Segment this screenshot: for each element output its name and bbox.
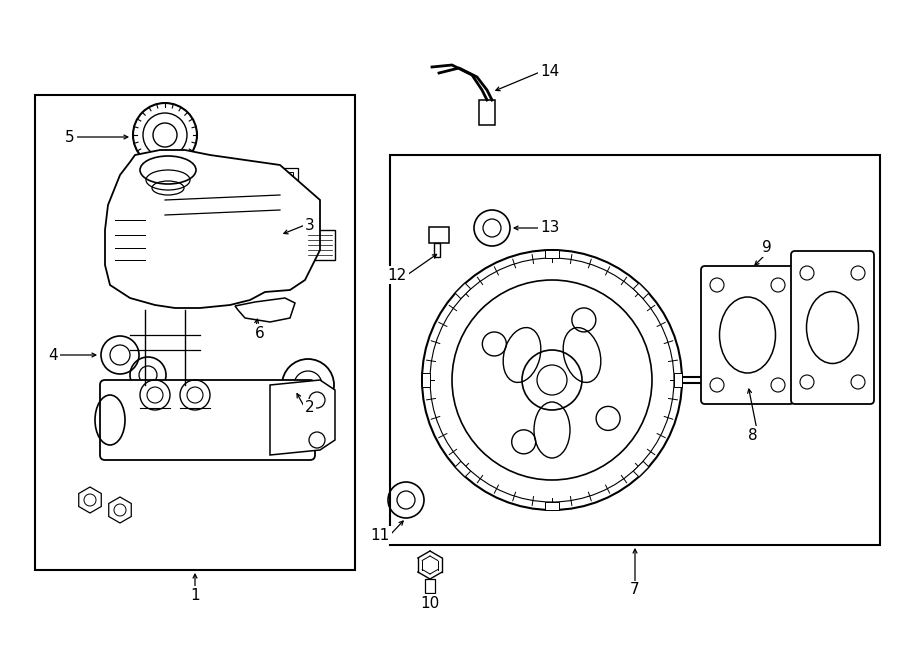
Bar [258, 168, 298, 185]
Bar [634, 283, 649, 299]
Text: 11: 11 [371, 527, 390, 543]
Text: 4: 4 [49, 348, 58, 362]
Polygon shape [235, 298, 295, 322]
Text: 12: 12 [388, 268, 407, 282]
FancyBboxPatch shape [100, 380, 315, 460]
Bar [390, 155, 880, 545]
Bar [305, 230, 335, 260]
Text: 7: 7 [630, 582, 640, 598]
Bar [35, 95, 355, 570]
Bar [545, 502, 559, 510]
Text: 1: 1 [190, 588, 200, 602]
Bar [422, 373, 430, 387]
Polygon shape [105, 150, 320, 308]
FancyBboxPatch shape [791, 251, 874, 404]
Text: 2: 2 [305, 401, 315, 416]
Bar [455, 283, 471, 299]
Bar [479, 100, 495, 125]
Text: 14: 14 [540, 65, 559, 79]
Bar [263, 172, 293, 181]
Bar [245, 307, 285, 316]
Bar [545, 250, 559, 258]
Bar [434, 243, 440, 257]
Text: 5: 5 [66, 130, 75, 145]
Text: 9: 9 [762, 241, 772, 256]
Bar [759, 368, 777, 392]
Text: 13: 13 [540, 221, 560, 235]
Bar [455, 461, 471, 477]
Bar [674, 373, 682, 387]
Polygon shape [270, 380, 335, 455]
Bar [425, 579, 435, 593]
FancyBboxPatch shape [701, 266, 794, 404]
Text: 6: 6 [255, 325, 265, 340]
Text: 3: 3 [305, 217, 315, 233]
Text: 10: 10 [420, 596, 439, 611]
Text: 8: 8 [749, 428, 758, 442]
Bar [634, 461, 649, 477]
Bar [429, 227, 449, 243]
